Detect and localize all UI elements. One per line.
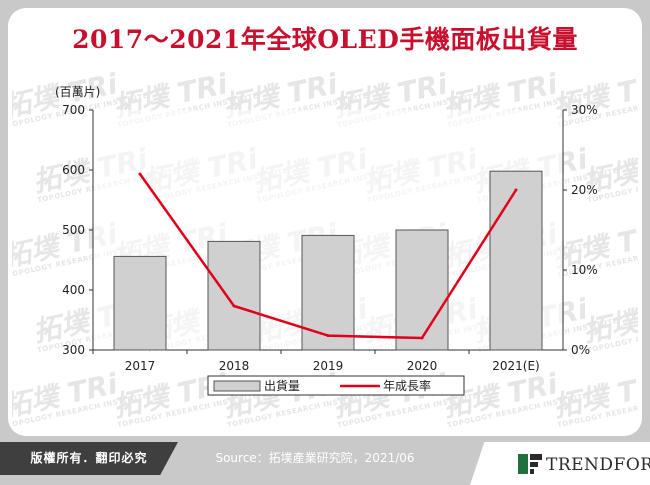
- footer-bar: 版權所有．翻印必究 Source：拓墣產業研究院，2021/06 TRENDFO…: [0, 442, 650, 485]
- bar: [207, 240, 261, 351]
- chart-title: 2017～2021年全球OLED手機面板出貨量: [72, 25, 578, 54]
- trendforce-logo: TRENDFORCE: [470, 442, 650, 485]
- growth-rate-point: [420, 336, 424, 340]
- bar: [301, 234, 355, 351]
- left-tick-label: 600: [62, 163, 85, 177]
- growth-rate-point: [326, 334, 330, 338]
- y-axis-label: (百萬片): [55, 85, 100, 99]
- copyright-notice: 版權所有．翻印必究: [0, 442, 178, 475]
- x-tick-label: 2017: [125, 359, 156, 373]
- source-note: Source：拓墣產業研究院，2021/06: [215, 451, 415, 465]
- x-tick-label: 2020: [407, 359, 438, 373]
- legend-bar-label: 出貨量: [264, 378, 300, 393]
- x-tick-label: 2021(E): [492, 359, 539, 373]
- right-tick-label: 0%: [571, 343, 590, 357]
- logo-wordmark: TRENDFORCE: [546, 455, 650, 475]
- bar: [113, 255, 167, 351]
- chart-svg: 300 400 500 600 700 (百萬片) 0% 10% 20% 30% 2017 2018 2…: [55, 85, 598, 396]
- trendforce-mark-icon: [518, 454, 542, 474]
- left-tick-label: 700: [62, 103, 85, 117]
- legend-box: [207, 375, 465, 396]
- right-tick-label: 10%: [571, 263, 598, 277]
- x-tick-label: 2019: [313, 359, 344, 373]
- bar: [489, 170, 543, 351]
- legend-line-label: 年成長率: [383, 378, 431, 393]
- left-tick-label: 300: [62, 343, 85, 357]
- right-tick-label: 20%: [571, 183, 598, 197]
- left-tick-label: 500: [62, 223, 85, 237]
- growth-rate-point: [232, 304, 236, 308]
- left-tick-label: 400: [62, 283, 85, 297]
- growth-rate-point: [138, 172, 142, 176]
- x-tick-label: 2018: [219, 359, 250, 373]
- right-tick-label: 30%: [571, 103, 598, 117]
- bar: [395, 229, 449, 351]
- legend-bar-swatch: [213, 380, 261, 392]
- growth-rate-point: [514, 188, 518, 192]
